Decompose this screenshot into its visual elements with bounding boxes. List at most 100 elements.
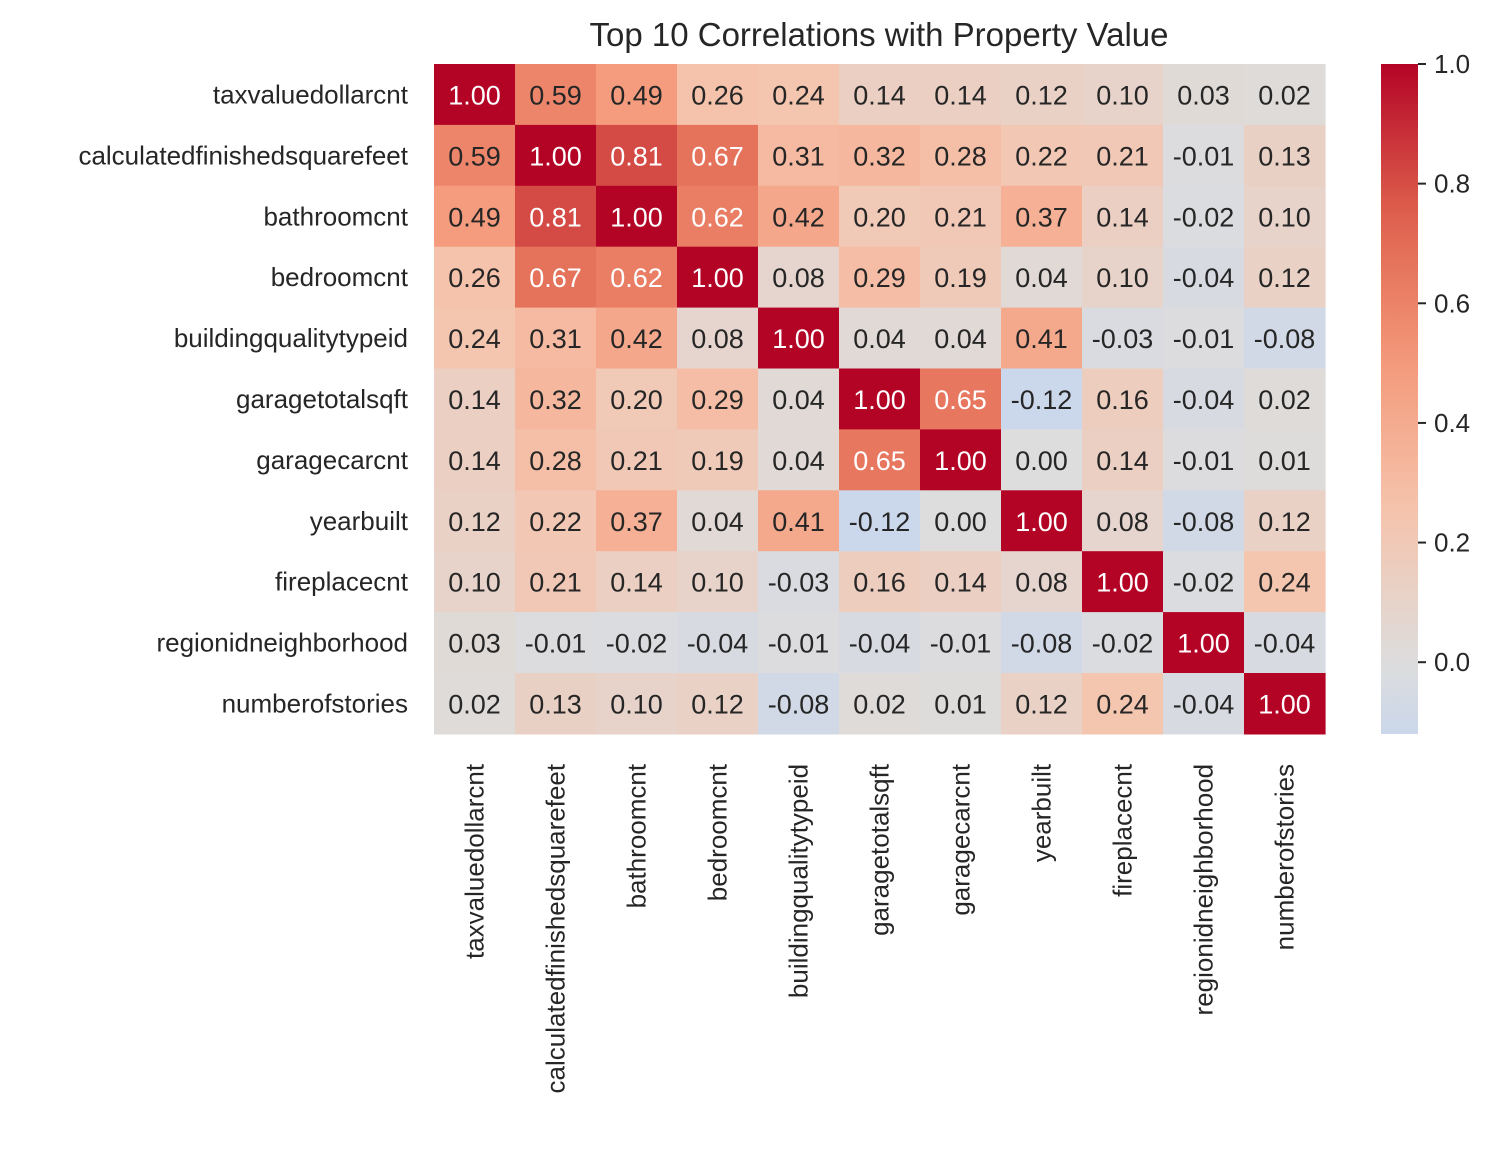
heatmap-cell	[677, 612, 759, 674]
heatmap-cell	[1163, 64, 1245, 126]
colorbar-gradient	[1381, 64, 1418, 734]
colorbar-tick-label: 0.6	[1434, 288, 1470, 318]
heatmap-cell	[1001, 368, 1083, 430]
heatmap-cell	[434, 185, 516, 248]
cell-value-label: -0.08	[768, 689, 830, 719]
heatmap-cell	[758, 307, 840, 370]
heatmap-cell	[1163, 490, 1245, 552]
heatmap-cell	[596, 64, 678, 126]
heatmap-cell	[1082, 246, 1164, 309]
heatmap-cell	[515, 612, 597, 674]
cell-value-label: 0.01	[934, 689, 987, 719]
cell-value-label: 0.20	[853, 202, 906, 232]
cell-value-label: 0.04	[691, 507, 744, 537]
cell-value-label: 0.37	[1015, 202, 1068, 232]
heatmap-cell	[434, 612, 516, 674]
heatmap-cell	[1001, 64, 1083, 126]
heatmap-cell	[1082, 612, 1164, 674]
cell-value-label: 0.26	[691, 80, 744, 110]
heatmap-cells: 1.00 0.59 0.49 0.26 0.24 0.14 0.14 0.12 0.10 0.03…	[434, 64, 1326, 735]
heatmap-cell	[1001, 124, 1083, 187]
heatmap-cell	[839, 490, 921, 552]
cell-value-label: 0.62	[691, 202, 744, 232]
cell-value-label: 1.00	[691, 263, 744, 293]
heatmap-cell	[1082, 307, 1164, 370]
heatmap-cell	[1001, 490, 1083, 552]
cell-value-label: 0.14	[610, 568, 663, 598]
y-tick-label: yearbuilt	[310, 506, 409, 536]
y-tick-label: garagecarcnt	[256, 445, 409, 475]
heatmap-cell	[839, 185, 921, 248]
x-tick-label: regionidneighborhood	[1189, 764, 1219, 1016]
cell-value-label: -0.01	[1173, 141, 1235, 171]
cell-value-label: 0.20	[610, 385, 663, 415]
heatmap-cell	[758, 551, 840, 613]
cell-value-label: 1.00	[1177, 629, 1230, 659]
cell-value-label: 0.08	[1096, 507, 1149, 537]
heatmap-cell	[1163, 368, 1245, 430]
y-tick-label: bathroomcnt	[263, 201, 408, 231]
heatmap-cell	[920, 429, 1002, 491]
cell-value-label: 0.59	[529, 80, 582, 110]
cell-value-label: 0.26	[448, 263, 501, 293]
cell-value-label: 0.62	[610, 263, 663, 293]
heatmap-cell	[920, 490, 1002, 552]
cell-value-label: 0.03	[448, 629, 501, 659]
heatmap-cell	[677, 673, 759, 735]
heatmap-cell	[596, 490, 678, 552]
cell-value-label: 0.10	[1096, 263, 1149, 293]
x-tick-label: bathroomcnt	[622, 763, 652, 908]
heatmap-cell	[515, 673, 597, 735]
heatmap-cell	[596, 185, 678, 248]
cell-value-label: 0.28	[529, 446, 582, 476]
heatmap-cell	[1082, 551, 1164, 613]
y-tick-label: garagetotalsqft	[236, 384, 409, 414]
heatmap-cell	[434, 429, 516, 491]
heatmap-cell	[1001, 612, 1083, 674]
cell-value-label: -0.04	[1173, 263, 1235, 293]
cell-value-label: 0.19	[691, 446, 744, 476]
cell-value-label: 0.14	[853, 80, 906, 110]
heatmap-cell	[839, 246, 921, 309]
cell-value-label: 0.37	[610, 507, 663, 537]
cell-value-label: 0.67	[529, 263, 582, 293]
heatmap-cell	[515, 246, 597, 309]
cell-value-label: 0.04	[772, 446, 825, 476]
cell-value-label: 0.24	[772, 80, 825, 110]
heatmap-cell	[677, 490, 759, 552]
cell-value-label: 0.42	[610, 324, 663, 354]
heatmap-cell	[596, 124, 678, 187]
x-tick-label: bedroomcnt	[703, 763, 733, 901]
heatmap-cell	[758, 490, 840, 552]
heatmap-cell	[1244, 368, 1326, 430]
heatmap-cell	[596, 429, 678, 491]
y-tick-label: regionidneighborhood	[156, 628, 408, 658]
x-tick-label: garagecarcnt	[946, 763, 976, 916]
cell-value-label: -0.01	[525, 629, 587, 659]
heatmap-cell	[596, 551, 678, 613]
heatmap-cell	[920, 185, 1002, 248]
cell-value-label: 0.21	[529, 568, 582, 598]
cell-value-label: 0.32	[529, 385, 582, 415]
heatmap-cell	[677, 429, 759, 491]
cell-value-label: 0.22	[1015, 141, 1068, 171]
cell-value-label: 0.12	[1258, 507, 1311, 537]
y-tick-label: calculatedfinishedsquarefeet	[78, 140, 408, 170]
heatmap-cell	[434, 490, 516, 552]
cell-value-label: 0.03	[1177, 80, 1230, 110]
cell-value-label: 0.14	[448, 385, 501, 415]
cell-value-label: 1.00	[772, 324, 825, 354]
cell-value-label: -0.02	[1173, 202, 1235, 232]
cell-value-label: 0.10	[610, 689, 663, 719]
cell-value-label: -0.02	[1092, 629, 1154, 659]
heatmap-cell	[1163, 673, 1245, 735]
cell-value-label: -0.08	[1011, 629, 1073, 659]
heatmap-cell	[1163, 185, 1245, 248]
cell-value-label: 0.14	[1096, 202, 1149, 232]
cell-value-label: 0.22	[529, 507, 582, 537]
cell-value-label: 0.65	[934, 385, 987, 415]
heatmap-cell	[596, 246, 678, 309]
cell-value-label: 0.24	[1096, 689, 1149, 719]
cell-value-label: 0.00	[1015, 446, 1068, 476]
